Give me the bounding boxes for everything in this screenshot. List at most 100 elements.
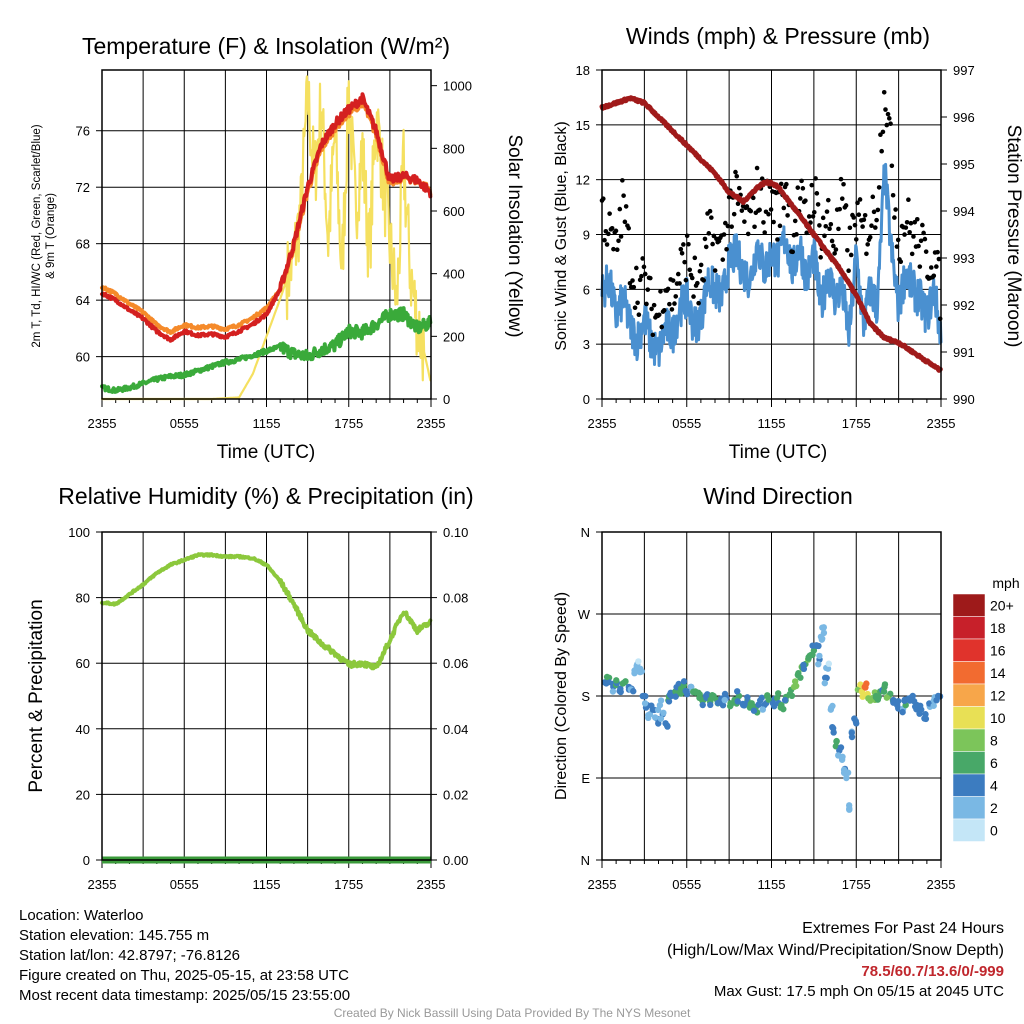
winds-ytick-left-label: 9 [583, 228, 590, 243]
direction-point [911, 703, 919, 710]
gust-point [923, 249, 929, 254]
direction-point [825, 660, 833, 667]
gust-point [604, 242, 610, 247]
extremes-values: 78.5/60.7/13.6/0/-999 [861, 963, 1004, 980]
gust-point [703, 244, 709, 250]
direction-point [917, 702, 924, 710]
gust-point [833, 247, 839, 252]
gust-point [870, 194, 876, 200]
gust-point [856, 212, 862, 218]
gust-point [644, 301, 649, 307]
gust-point [820, 215, 826, 221]
direction-point [820, 629, 828, 637]
direction-point [721, 690, 729, 698]
temperature-y-left-label-1: 2m T, Td, HI/WC (Red, Green, Scarlet/Blu… [31, 124, 43, 347]
gust-point [838, 176, 844, 182]
gust-point [885, 111, 891, 117]
winds-ytick-left-label: 15 [576, 118, 590, 133]
direction-point [665, 698, 673, 705]
gust-point [898, 259, 904, 265]
humidity-ytick-right-label: 0.02 [443, 787, 468, 802]
direction-point [838, 754, 846, 762]
humidity-xtick-label: 2355 [417, 877, 446, 892]
gust-point [928, 265, 934, 270]
direction-point [660, 709, 667, 717]
gust-point [917, 264, 923, 269]
direction-point [848, 729, 855, 737]
gust-point [889, 163, 895, 169]
colorbar-swatch [952, 661, 986, 685]
gust-point [651, 302, 657, 308]
humidity-frame [101, 531, 432, 861]
direction-point [774, 690, 782, 697]
winds-ytick-left-label: 3 [583, 337, 590, 352]
gust-point [635, 300, 640, 306]
humidity-ytick-right-label: 0.10 [443, 525, 468, 540]
gust-point [698, 262, 704, 268]
direction-point [815, 642, 822, 650]
gust-point [864, 251, 869, 257]
gust-point [852, 222, 858, 228]
extremes-subtitle: (High/Low/Max Wind/Precipitation/Snow De… [666, 942, 1004, 959]
colorbar-label: 20+ [990, 597, 1014, 613]
colorbar-swatch [952, 796, 986, 820]
gust-point [828, 222, 834, 227]
gust-point [839, 196, 845, 201]
wind-direction-ytick-left-label: W [578, 607, 591, 622]
gust-point [775, 237, 780, 242]
gust-point [609, 226, 615, 231]
gust-point [884, 122, 890, 128]
wind-direction-xtick-label: 1155 [758, 877, 786, 892]
gust-point [871, 209, 877, 215]
direction-point [638, 668, 645, 675]
gust-point [696, 300, 701, 306]
humidity-ytick-right-label: 0.00 [443, 853, 468, 868]
direction-point [744, 694, 751, 701]
colorbar-swatch [952, 616, 986, 640]
dewpoint-line [100, 306, 433, 394]
gust-point [672, 301, 677, 306]
temperature-xtick-label: 2355 [88, 416, 117, 431]
gust-point [687, 267, 693, 273]
pressure-line [599, 95, 943, 373]
gust-point [920, 222, 925, 228]
gust-point [762, 230, 768, 235]
gust-point [637, 277, 643, 283]
colorbar-swatch [952, 638, 986, 662]
temperature-panel: Temperature (F) & Insolation (W/m²) Time… [31, 33, 525, 463]
colorbar-label: 10 [990, 710, 1006, 726]
humidity-ytick-left-label: 100 [68, 525, 90, 540]
gust-point [908, 220, 914, 226]
direction-point [844, 769, 851, 776]
direction-point [721, 696, 728, 704]
gust-point [934, 264, 939, 269]
gust-point [750, 195, 756, 201]
winds-y-right-label: Station Pressure (Maroon) [1003, 125, 1024, 348]
gust-point [724, 247, 729, 252]
gust-point [695, 280, 700, 286]
gust-point [745, 231, 751, 237]
direction-point [696, 691, 703, 698]
direction-point [921, 715, 928, 722]
gust-point [768, 207, 774, 212]
winds-ytick-right-label: 990 [953, 392, 975, 407]
winds-ytick-right-label: 991 [953, 345, 975, 360]
gust-point [677, 281, 682, 286]
wind-direction-ytick-left-label: S [581, 689, 590, 704]
colorbar-swatch [952, 593, 986, 617]
gust-point [748, 208, 754, 214]
direction-point [815, 660, 822, 668]
gust-point [887, 116, 892, 121]
wind-direction-title: Wind Direction [703, 483, 853, 509]
gust-point [622, 219, 628, 225]
gust-point [697, 268, 703, 274]
gust-point [659, 324, 665, 330]
gust-point [686, 241, 691, 247]
gust-point [873, 225, 878, 230]
colorbar-label: 16 [990, 642, 1006, 658]
wind-direction-ytick-left-label: E [581, 771, 590, 786]
gust-point [665, 286, 671, 292]
wind-direction-xtick-label: 0555 [672, 877, 701, 892]
temperature-y-right-label: Solar Insolation (Yellow) [504, 134, 525, 337]
gust-point [667, 301, 672, 307]
